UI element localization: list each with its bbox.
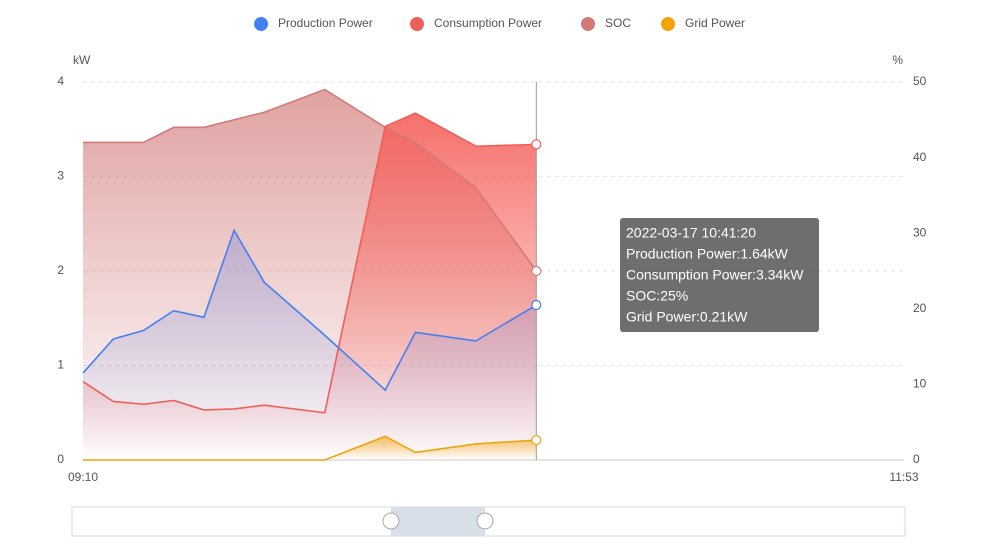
line (83, 435, 537, 461)
zoom-handle[interactable] (476, 512, 494, 530)
hover-point (531, 139, 542, 150)
line (82, 112, 537, 414)
hover-point (531, 299, 542, 311)
y2-tick-label: 50 (913, 74, 927, 88)
line (83, 88, 537, 272)
zoom-slider[interactable] (71, 506, 906, 537)
line (82, 228, 537, 392)
y2-tick-label: 30 (913, 225, 927, 239)
y-axis-label: kW (73, 53, 91, 67)
tooltip-box (620, 218, 819, 332)
hover-point (531, 265, 542, 277)
legend-label: Grid Power (685, 16, 745, 30)
tooltip-line: Grid Power:0.21kW (626, 309, 748, 325)
x-tick-label: 09:10 (68, 470, 98, 484)
y2-axis-label: % (892, 53, 903, 67)
legend-label: Production Power (278, 16, 373, 30)
y2-tick-label: 20 (913, 301, 927, 315)
legend-swatch (661, 17, 675, 31)
tooltip-line: Production Power:1.64kW (626, 246, 789, 262)
y-tick-label: 1 (57, 358, 64, 372)
y-tick-label: 2 (57, 263, 64, 277)
y2-tick-label: 40 (913, 150, 927, 164)
legend-label: SOC (605, 16, 631, 30)
tooltip-line: SOC:25% (626, 288, 688, 304)
y2-tick-label: 10 (913, 377, 927, 391)
y-tick-label: 0 (57, 452, 64, 466)
tooltip: 2022-03-17 10:41:20 Production Power:1.64… (620, 218, 819, 332)
zoom-window[interactable] (391, 507, 485, 536)
legend-label: Consumption Power (434, 16, 542, 30)
plot-area (82, 81, 904, 461)
hover-point (531, 435, 542, 446)
y2-tick-label: 0 (913, 452, 920, 466)
tooltip-line: Consumption Power:3.34kW (626, 267, 804, 283)
tooltip-title: 2022-03-17 10:41:20 (626, 225, 756, 241)
x-tick-label: 11:53 (889, 470, 918, 484)
y-tick-label: 3 (57, 169, 64, 183)
y-tick-label: 4 (57, 74, 64, 88)
area (83, 230, 537, 460)
legend-swatch (254, 17, 268, 31)
zoom-handle[interactable] (382, 512, 400, 530)
legend-swatch (410, 17, 424, 31)
legend-swatch (581, 17, 595, 31)
area (83, 436, 537, 460)
